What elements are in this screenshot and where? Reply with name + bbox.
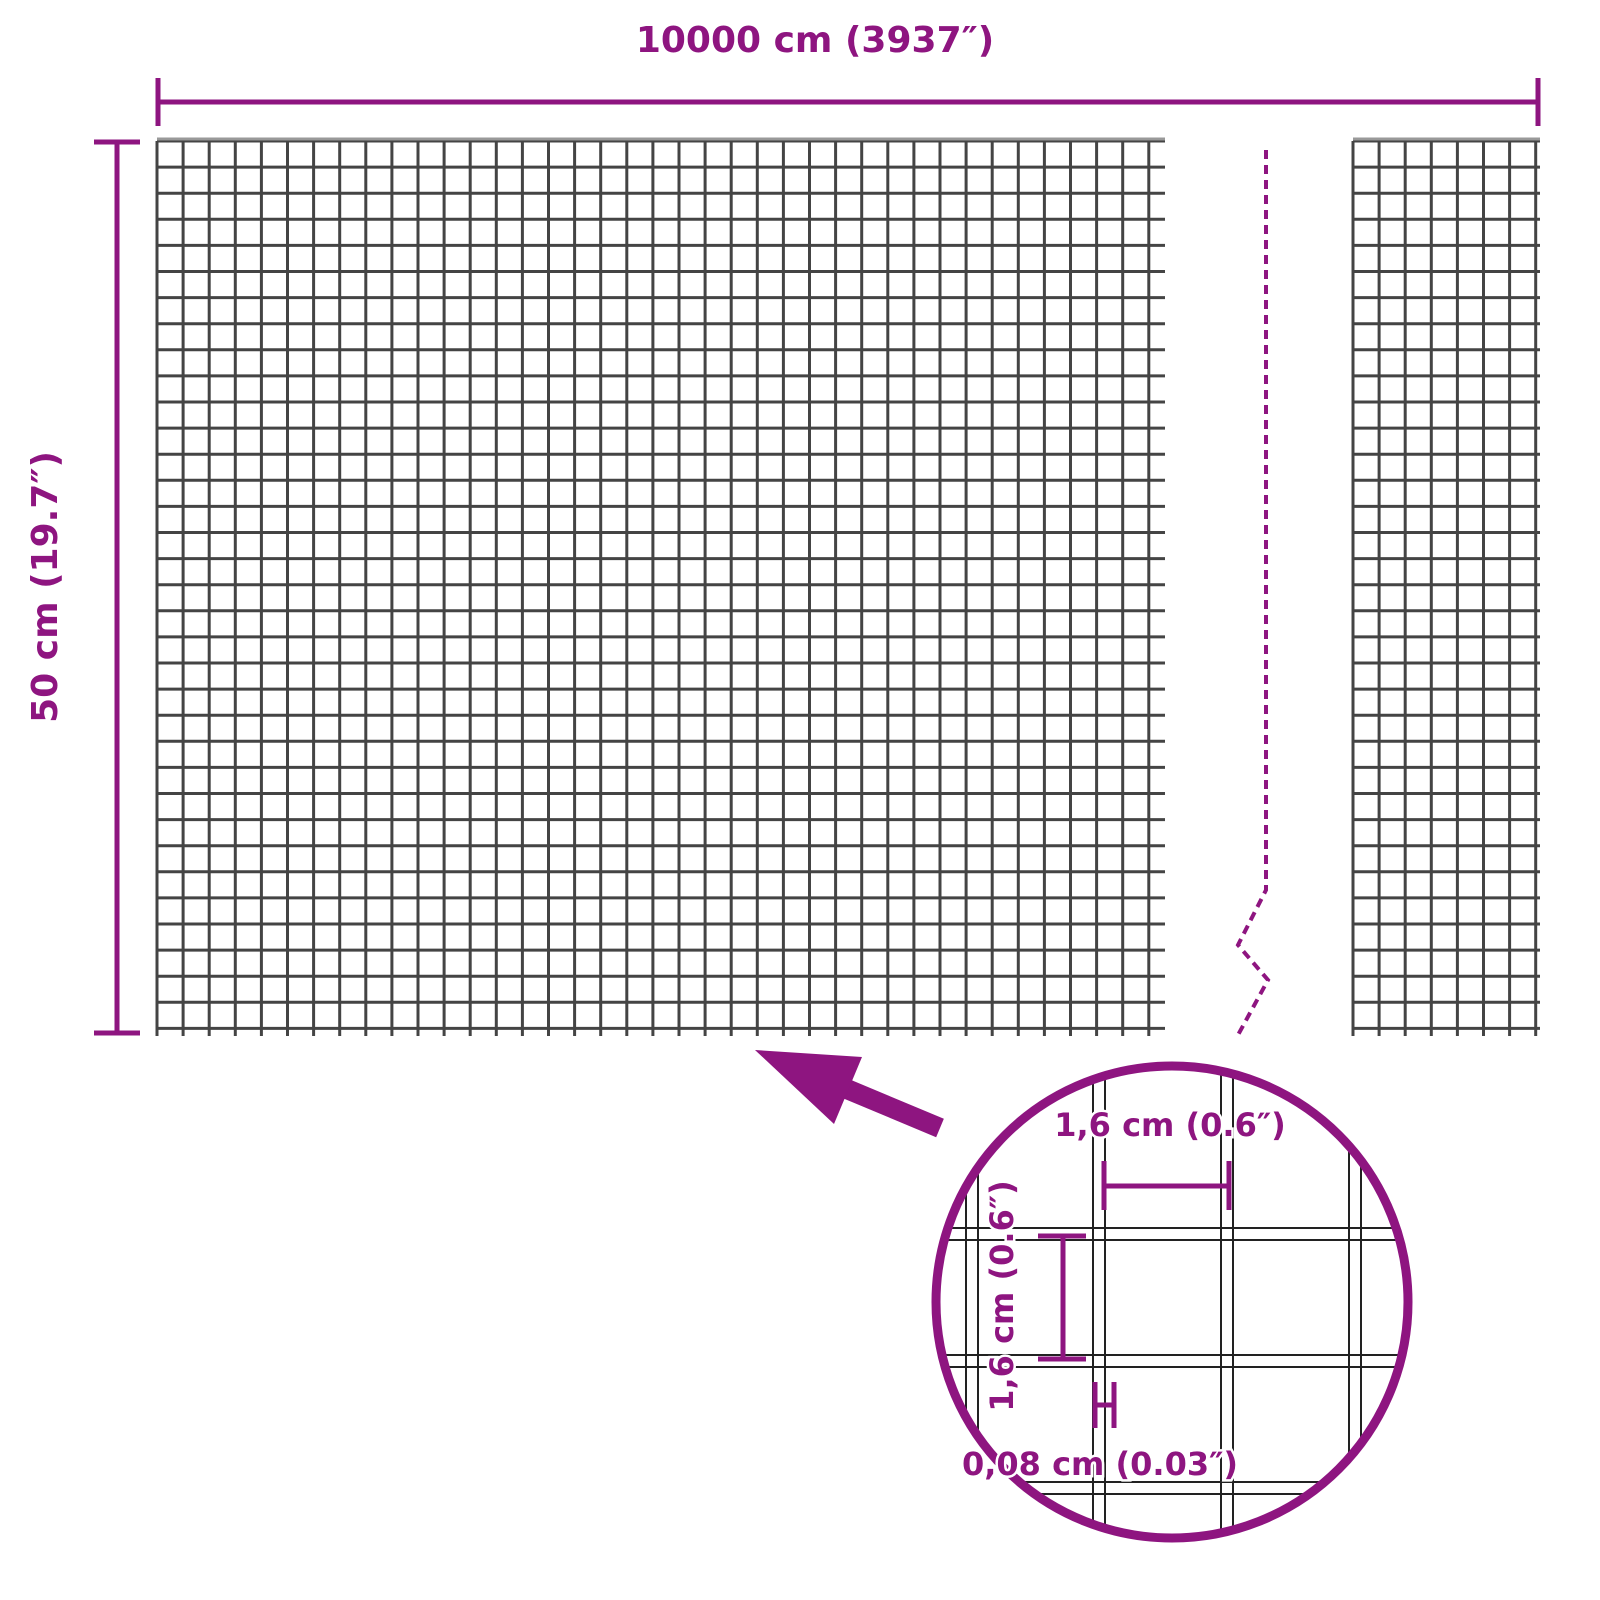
break-line (1235, 150, 1271, 1036)
width-dimension (155, 78, 1541, 126)
wire-thickness-bracket (1092, 1382, 1117, 1428)
wire-thickness-label: 0,08 cm (0.03″) (962, 1445, 1238, 1483)
mesh-panel-end (1351, 137, 1540, 1036)
mesh-panel-main (155, 137, 1165, 1036)
mesh-height-label: 1,6 cm (0.6″) (983, 1180, 1021, 1412)
width-label: 10000 cm (3937″) (636, 20, 994, 61)
mesh-height-bracket (1038, 1233, 1086, 1362)
arrow-icon (755, 1050, 944, 1138)
height-label: 50 cm (19.7″) (25, 451, 66, 723)
detail-magnifier-circle (931, 1061, 1413, 1543)
height-dimension (94, 139, 140, 1036)
mesh-width-label: 1,6 cm (0.6″) (1054, 1106, 1286, 1144)
mesh-width-bracket (1101, 1161, 1232, 1210)
